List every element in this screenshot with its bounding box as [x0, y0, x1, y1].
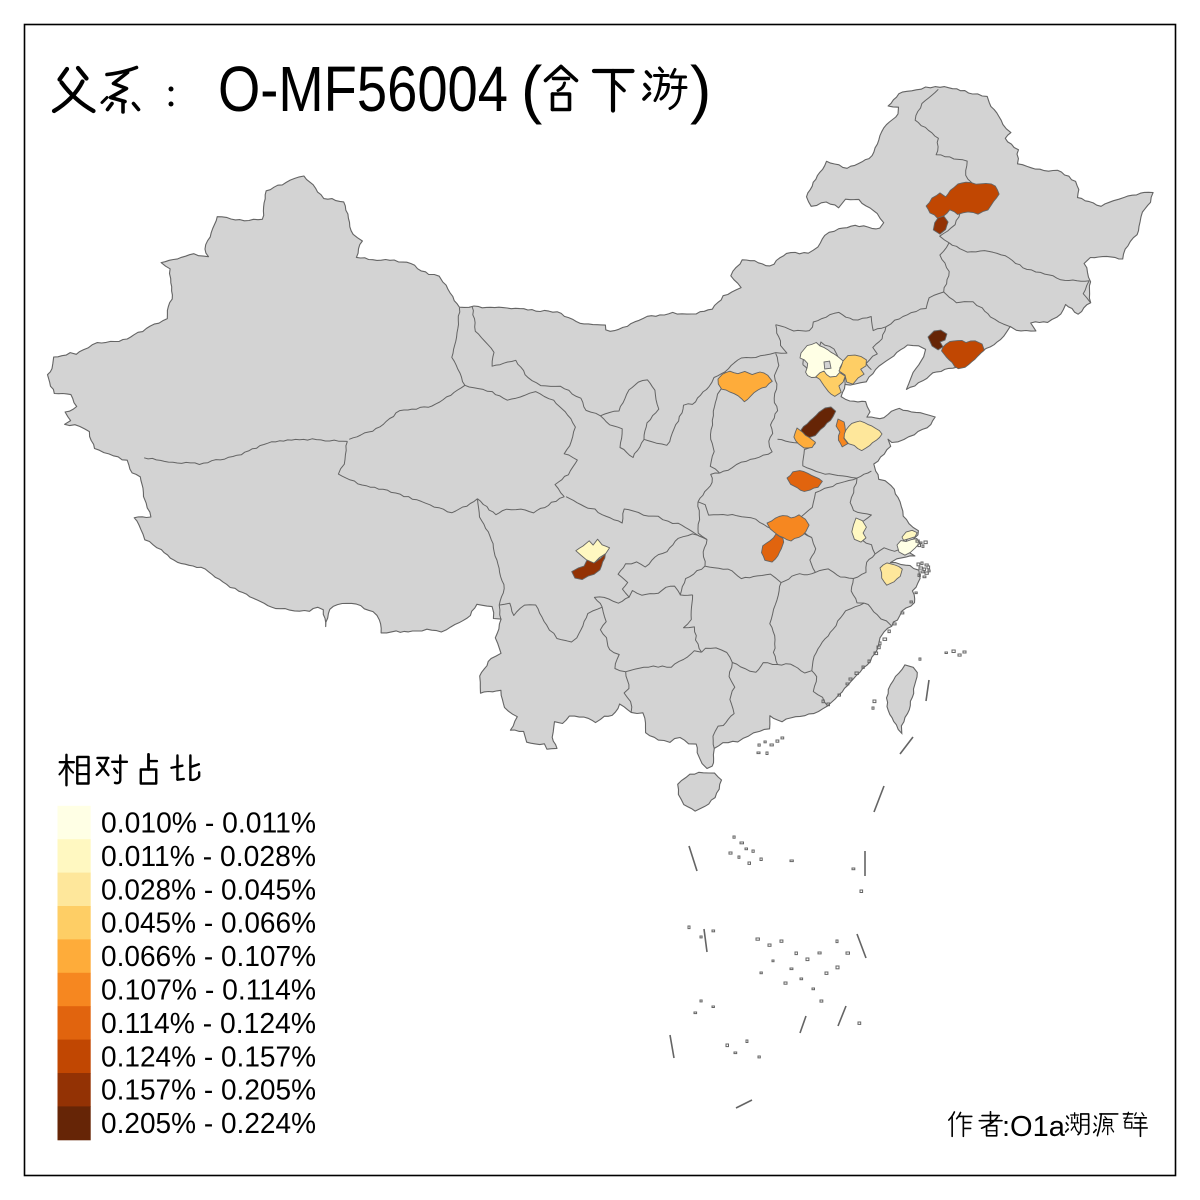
- svg-text:0.157% - 0.205%: 0.157% - 0.205%: [101, 1075, 316, 1107]
- svg-text::O1a: :O1a: [1002, 1111, 1066, 1143]
- svg-text:0.028% - 0.045%: 0.028% - 0.045%: [101, 874, 316, 906]
- svg-text:0.205% - 0.224%: 0.205% - 0.224%: [101, 1108, 316, 1140]
- svg-text:0.011% - 0.028%: 0.011% - 0.028%: [101, 841, 316, 873]
- svg-text:(: (: [521, 53, 542, 125]
- svg-text:0.124% - 0.157%: 0.124% - 0.157%: [101, 1041, 316, 1073]
- svg-text:): ): [690, 53, 711, 125]
- svg-text:O-MF56004: O-MF56004: [218, 53, 508, 125]
- svg-text:0.010% - 0.011%: 0.010% - 0.011%: [101, 808, 316, 840]
- svg-text:0.066% - 0.107%: 0.066% - 0.107%: [101, 941, 316, 973]
- svg-text:0.114% - 0.124%: 0.114% - 0.124%: [101, 1008, 316, 1040]
- svg-text:0.045% - 0.066%: 0.045% - 0.066%: [101, 908, 316, 940]
- svg-text:0.107% - 0.114%: 0.107% - 0.114%: [101, 975, 316, 1007]
